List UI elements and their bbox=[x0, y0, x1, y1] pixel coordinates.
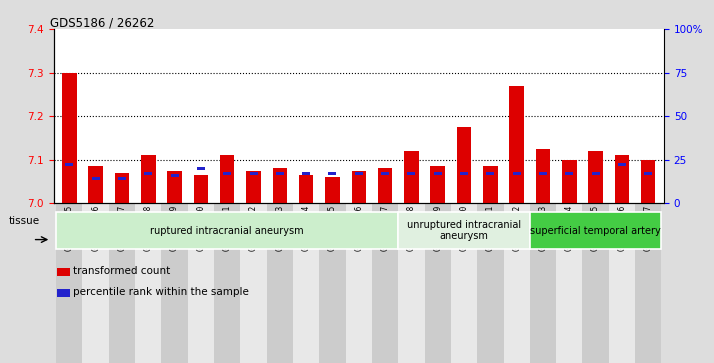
Bar bbox=[83, 203, 109, 363]
Bar bbox=[503, 203, 530, 363]
Bar bbox=[451, 203, 477, 363]
Text: superficial temporal artery: superficial temporal artery bbox=[531, 225, 661, 236]
Bar bbox=[223, 172, 231, 175]
Bar bbox=[328, 172, 336, 175]
Bar bbox=[193, 175, 208, 203]
Text: unruptured intracranial
aneurysm: unruptured intracranial aneurysm bbox=[407, 220, 521, 241]
Bar bbox=[562, 160, 576, 203]
Bar bbox=[398, 203, 425, 363]
Text: percentile rank within the sample: percentile rank within the sample bbox=[74, 287, 249, 297]
Bar bbox=[513, 172, 521, 175]
Bar bbox=[299, 175, 313, 203]
Bar bbox=[556, 203, 583, 363]
Bar bbox=[592, 172, 600, 175]
Bar bbox=[241, 203, 267, 363]
Bar bbox=[372, 203, 398, 363]
Bar bbox=[460, 172, 468, 175]
Bar bbox=[346, 203, 372, 363]
Bar bbox=[565, 172, 573, 175]
Bar bbox=[144, 172, 152, 175]
Bar bbox=[167, 171, 182, 203]
Bar bbox=[477, 203, 503, 363]
Bar bbox=[197, 167, 205, 170]
Bar bbox=[326, 177, 340, 203]
Bar bbox=[115, 173, 129, 203]
Bar bbox=[483, 166, 498, 203]
Bar bbox=[381, 172, 389, 175]
Bar bbox=[530, 203, 556, 363]
Bar bbox=[250, 172, 258, 175]
Bar bbox=[355, 172, 363, 175]
Bar bbox=[91, 178, 100, 180]
Bar bbox=[56, 203, 83, 363]
Bar bbox=[609, 203, 635, 363]
Bar bbox=[635, 203, 661, 363]
Bar bbox=[644, 172, 652, 175]
Bar bbox=[276, 172, 284, 175]
Bar bbox=[641, 160, 655, 203]
Bar bbox=[618, 163, 626, 167]
Bar bbox=[273, 168, 287, 203]
Bar bbox=[509, 86, 524, 203]
Bar bbox=[408, 172, 416, 175]
Bar bbox=[425, 203, 451, 363]
Bar bbox=[220, 155, 234, 203]
Bar bbox=[118, 178, 126, 180]
Bar bbox=[109, 203, 135, 363]
Text: transformed count: transformed count bbox=[74, 266, 171, 276]
Bar bbox=[188, 203, 214, 363]
Bar bbox=[66, 163, 74, 167]
Bar bbox=[433, 172, 442, 175]
Bar bbox=[89, 166, 103, 203]
Bar bbox=[246, 171, 261, 203]
Bar bbox=[486, 172, 494, 175]
Text: GDS5186 / 26262: GDS5186 / 26262 bbox=[51, 16, 155, 29]
Bar bbox=[457, 127, 471, 203]
Bar bbox=[615, 155, 629, 203]
Bar bbox=[293, 203, 319, 363]
Bar bbox=[319, 203, 346, 363]
Bar bbox=[583, 203, 609, 363]
Text: tissue: tissue bbox=[9, 216, 40, 227]
Bar bbox=[57, 289, 69, 297]
Bar bbox=[161, 203, 188, 363]
Bar bbox=[530, 212, 661, 249]
Bar bbox=[398, 212, 530, 249]
Bar bbox=[57, 268, 69, 276]
Bar bbox=[302, 172, 310, 175]
Bar bbox=[431, 166, 445, 203]
Bar bbox=[141, 155, 156, 203]
Bar bbox=[588, 151, 603, 203]
Bar bbox=[351, 171, 366, 203]
Bar bbox=[56, 212, 398, 249]
Bar bbox=[135, 203, 161, 363]
Bar bbox=[171, 174, 178, 177]
Bar bbox=[62, 73, 76, 203]
Bar bbox=[378, 168, 392, 203]
Bar bbox=[539, 172, 547, 175]
Bar bbox=[404, 151, 418, 203]
Bar bbox=[536, 149, 550, 203]
Bar bbox=[267, 203, 293, 363]
Bar bbox=[214, 203, 241, 363]
Text: ruptured intracranial aneurysm: ruptured intracranial aneurysm bbox=[151, 225, 304, 236]
